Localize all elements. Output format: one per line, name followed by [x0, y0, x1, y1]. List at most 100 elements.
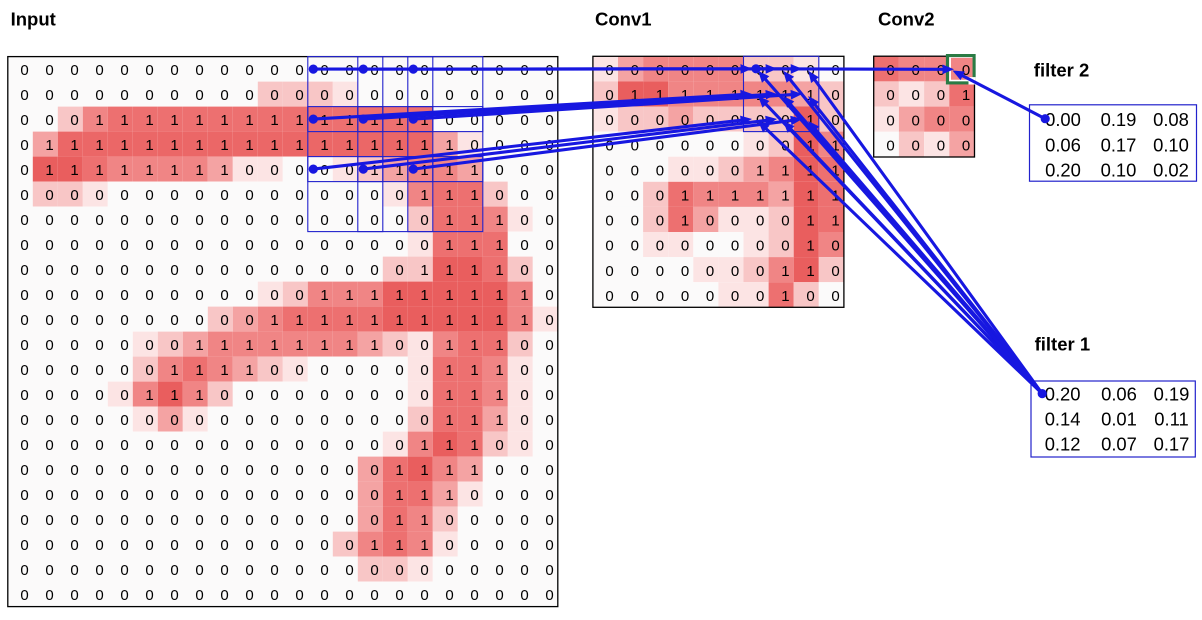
- svg-text:0: 0: [656, 112, 664, 129]
- svg-text:0: 0: [370, 437, 378, 454]
- svg-text:0: 0: [545, 112, 553, 129]
- svg-text:0: 0: [295, 212, 303, 229]
- svg-text:1: 1: [470, 187, 478, 204]
- svg-text:1: 1: [445, 287, 453, 304]
- svg-text:0: 0: [20, 412, 28, 429]
- svg-text:0: 0: [245, 512, 253, 529]
- svg-text:0: 0: [395, 212, 403, 229]
- svg-text:0: 0: [495, 87, 503, 104]
- svg-text:0: 0: [195, 262, 203, 279]
- svg-text:0: 0: [520, 337, 528, 354]
- svg-text:0: 0: [195, 87, 203, 104]
- svg-text:0: 0: [756, 213, 764, 230]
- svg-text:0: 0: [470, 537, 478, 554]
- svg-text:0: 0: [220, 512, 228, 529]
- svg-text:0: 0: [170, 487, 178, 504]
- svg-text:0: 0: [470, 587, 478, 604]
- svg-text:0: 0: [420, 362, 428, 379]
- svg-text:0: 0: [470, 62, 478, 79]
- svg-text:0: 0: [395, 337, 403, 354]
- svg-text:0: 0: [95, 437, 103, 454]
- svg-text:0: 0: [545, 387, 553, 404]
- svg-text:1: 1: [370, 162, 378, 179]
- svg-text:1: 1: [320, 112, 328, 129]
- svg-text:0: 0: [545, 487, 553, 504]
- svg-text:0.12: 0.12: [1045, 434, 1081, 455]
- svg-text:0.14: 0.14: [1045, 409, 1081, 430]
- svg-text:0: 0: [445, 512, 453, 529]
- svg-text:0: 0: [295, 187, 303, 204]
- svg-text:0: 0: [445, 562, 453, 579]
- svg-text:0: 0: [145, 487, 153, 504]
- svg-text:0: 0: [120, 212, 128, 229]
- svg-text:0: 0: [195, 212, 203, 229]
- svg-text:0: 0: [295, 537, 303, 554]
- svg-text:1: 1: [495, 387, 503, 404]
- svg-text:0: 0: [912, 138, 920, 155]
- svg-text:0: 0: [295, 87, 303, 104]
- svg-text:0: 0: [706, 213, 714, 230]
- svg-text:0: 0: [120, 337, 128, 354]
- svg-text:0: 0: [120, 87, 128, 104]
- svg-text:0: 0: [495, 462, 503, 479]
- svg-text:0: 0: [345, 562, 353, 579]
- svg-text:0: 0: [605, 188, 613, 205]
- svg-text:1: 1: [195, 137, 203, 154]
- svg-text:1: 1: [420, 312, 428, 329]
- svg-text:0: 0: [95, 362, 103, 379]
- svg-text:0: 0: [395, 437, 403, 454]
- svg-text:0: 0: [320, 87, 328, 104]
- svg-text:1: 1: [370, 287, 378, 304]
- svg-text:1: 1: [120, 162, 128, 179]
- svg-text:0: 0: [95, 387, 103, 404]
- svg-text:0: 0: [170, 412, 178, 429]
- svg-text:0: 0: [545, 337, 553, 354]
- svg-text:0: 0: [520, 537, 528, 554]
- svg-text:0: 0: [45, 87, 53, 104]
- svg-text:0: 0: [520, 162, 528, 179]
- svg-text:0: 0: [295, 387, 303, 404]
- svg-text:1: 1: [370, 312, 378, 329]
- svg-text:1: 1: [245, 112, 253, 129]
- svg-text:1: 1: [95, 112, 103, 129]
- svg-text:0: 0: [70, 262, 78, 279]
- svg-text:0: 0: [245, 62, 253, 79]
- svg-text:1: 1: [445, 187, 453, 204]
- svg-text:0: 0: [520, 387, 528, 404]
- svg-text:0: 0: [520, 587, 528, 604]
- svg-text:0: 0: [270, 437, 278, 454]
- svg-text:1: 1: [70, 162, 78, 179]
- svg-text:1: 1: [470, 287, 478, 304]
- svg-text:0: 0: [520, 412, 528, 429]
- svg-text:0: 0: [631, 112, 639, 129]
- svg-text:1: 1: [370, 337, 378, 354]
- svg-text:1: 1: [781, 188, 789, 205]
- svg-text:1: 1: [145, 137, 153, 154]
- svg-text:0: 0: [545, 237, 553, 254]
- svg-text:0: 0: [605, 112, 613, 129]
- svg-text:1: 1: [120, 112, 128, 129]
- svg-text:0: 0: [295, 287, 303, 304]
- svg-text:1: 1: [245, 337, 253, 354]
- svg-text:1: 1: [245, 362, 253, 379]
- svg-text:0: 0: [545, 212, 553, 229]
- svg-text:0: 0: [370, 212, 378, 229]
- svg-text:1: 1: [220, 137, 228, 154]
- svg-text:0: 0: [170, 437, 178, 454]
- svg-text:1: 1: [520, 287, 528, 304]
- svg-text:0: 0: [20, 487, 28, 504]
- svg-text:1: 1: [345, 312, 353, 329]
- svg-text:0: 0: [420, 62, 428, 79]
- svg-text:0: 0: [195, 562, 203, 579]
- svg-text:0: 0: [681, 238, 689, 255]
- svg-text:0: 0: [295, 437, 303, 454]
- svg-text:0: 0: [370, 562, 378, 579]
- svg-text:0: 0: [270, 262, 278, 279]
- svg-text:0: 0: [220, 212, 228, 229]
- svg-text:0: 0: [886, 138, 894, 155]
- svg-text:0: 0: [120, 237, 128, 254]
- svg-text:0: 0: [220, 562, 228, 579]
- svg-text:1: 1: [395, 512, 403, 529]
- svg-text:0: 0: [345, 487, 353, 504]
- svg-text:0: 0: [70, 337, 78, 354]
